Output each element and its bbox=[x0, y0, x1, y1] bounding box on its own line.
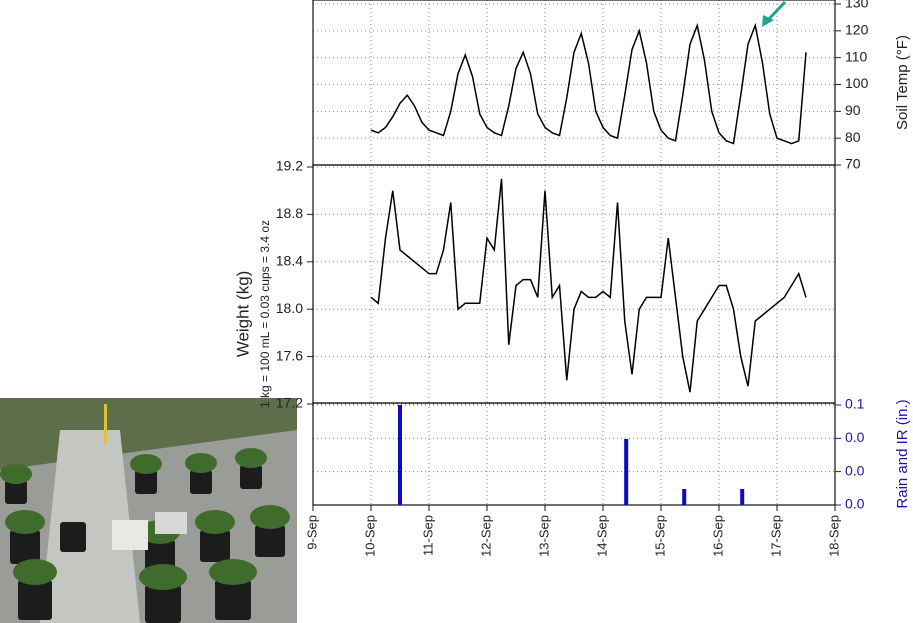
bar bbox=[682, 489, 687, 505]
plot bbox=[398, 405, 745, 505]
y-tick-label: 17.6 bbox=[276, 347, 303, 363]
y-tick-label: 0.1 bbox=[845, 396, 865, 412]
x-tick-label: 13-Sep bbox=[536, 515, 551, 557]
y-tick-label: 70 bbox=[845, 156, 861, 172]
y-tick-label: 18.4 bbox=[276, 253, 303, 269]
photo-stake bbox=[104, 404, 107, 444]
y-tick-label: 90 bbox=[845, 102, 861, 118]
x-tick-label: 15-Sep bbox=[652, 515, 667, 557]
y-axis-label: Rain and IR (in.) bbox=[894, 399, 911, 508]
plot bbox=[370, 178, 807, 393]
series-line bbox=[370, 22, 807, 145]
photo-scale bbox=[155, 512, 187, 534]
bar bbox=[624, 439, 629, 505]
bar bbox=[398, 405, 402, 505]
y-tick-label: 130 bbox=[845, 0, 869, 11]
y-axis-label: Weight (kg) bbox=[233, 271, 252, 358]
panel-frame bbox=[312, 0, 836, 166]
x-tick-label: 17-Sep bbox=[768, 515, 783, 557]
y-tick-label: 100 bbox=[845, 75, 869, 91]
x-tick-label: 16-Sep bbox=[710, 515, 725, 557]
plot bbox=[370, 22, 807, 145]
x-tick-label: 10-Sep bbox=[362, 515, 377, 557]
y-tick-label: 0.0 bbox=[845, 496, 865, 512]
y-tick-label: 120 bbox=[845, 22, 869, 38]
bar bbox=[740, 489, 745, 505]
y-tick-label: 0.0 bbox=[845, 462, 865, 478]
y-tick-label: 19.2 bbox=[276, 158, 303, 174]
panel-frame bbox=[312, 402, 836, 506]
y-tick-label: 80 bbox=[845, 129, 861, 145]
y-tick-label: 110 bbox=[845, 48, 868, 64]
x-tick-label: 12-Sep bbox=[478, 515, 493, 557]
series-line bbox=[370, 178, 807, 393]
y-axis-sublabel: 1 kg = 100 mL = 0.03 cups = 3.4 oz bbox=[258, 220, 272, 408]
x-tick-label: 9-Sep bbox=[304, 515, 319, 550]
y-tick-label: 0.0 bbox=[845, 429, 865, 445]
y-axis-label: Soil Temp (°F) bbox=[894, 35, 911, 130]
photo-logger bbox=[112, 520, 148, 550]
x-tick-label: 14-Sep bbox=[594, 515, 609, 557]
x-tick-label: 18-Sep bbox=[826, 515, 841, 557]
photo-path bbox=[40, 430, 140, 623]
y-tick-label: 18.8 bbox=[276, 205, 303, 221]
highlight-arrow bbox=[762, 0, 787, 27]
photo bbox=[0, 398, 297, 623]
photo-plants bbox=[0, 448, 290, 590]
y-tick-label: 17.2 bbox=[276, 395, 303, 411]
x-tick-label: 11-Sep bbox=[420, 515, 435, 556]
y-tick-label: 18.0 bbox=[276, 300, 303, 316]
